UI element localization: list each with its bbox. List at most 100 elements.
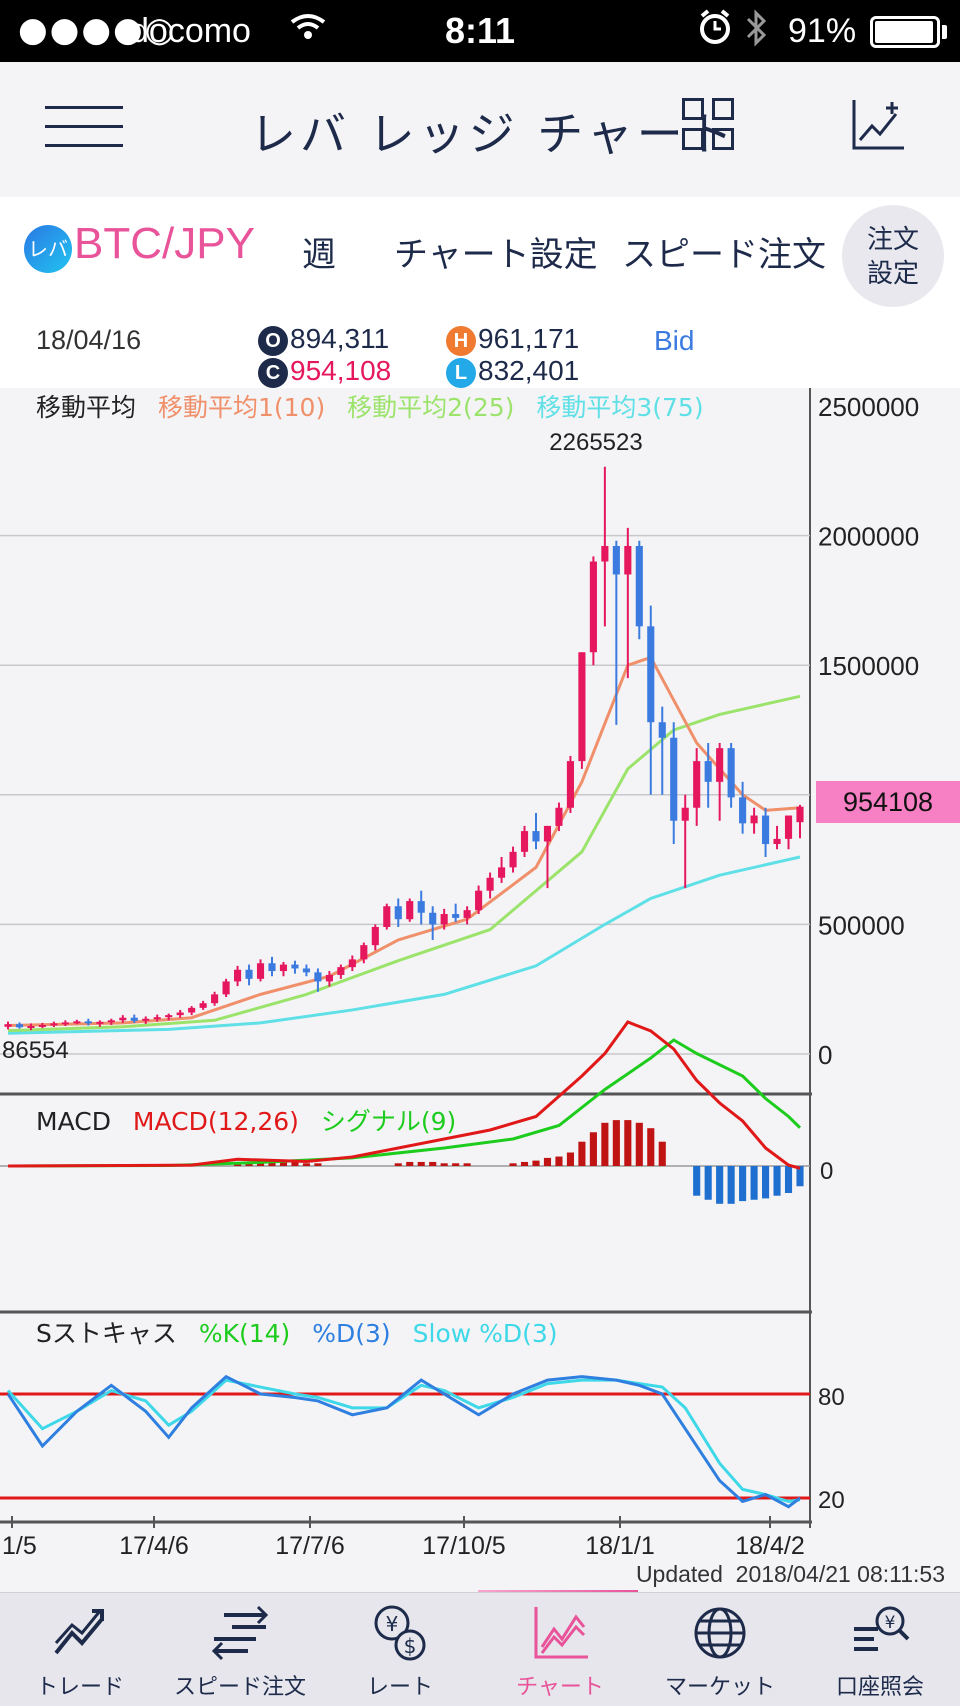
chart-area[interactable]: 25000002000000150000010000005000000 1/51… <box>0 388 960 1560</box>
candle-body <box>773 838 781 845</box>
macd-histogram-bar <box>463 1163 471 1166</box>
macd-histogram-bar <box>417 1161 425 1166</box>
min-price-label: 86554 <box>2 1037 69 1064</box>
candle-body <box>107 1020 115 1023</box>
candle-body <box>555 807 563 826</box>
candle-body <box>234 969 242 982</box>
currency-pair-selector[interactable]: BTC/JPY <box>74 219 255 268</box>
macd-histogram-bar <box>750 1166 758 1200</box>
candle-body <box>498 867 506 878</box>
price-y-ticks: 25000002000000150000010000005000000 <box>818 392 919 1070</box>
chart-canvas[interactable]: 25000002000000150000010000005000000 1/51… <box>0 388 960 1560</box>
tab-chart-label: チャート <box>516 1675 604 1700</box>
candle-body <box>50 1023 58 1026</box>
chart-add-icon[interactable] <box>850 96 906 154</box>
candle-body <box>337 967 345 975</box>
macd-histogram-bar <box>716 1166 724 1204</box>
macd-histogram-bar <box>555 1156 563 1166</box>
wifi-icon <box>288 8 328 57</box>
ma3-legend: 移動平均3(75) <box>536 393 704 422</box>
status-bar: ●●●●○ docomo 8:11 91% <box>0 0 960 62</box>
x-tick-label: 17/10/5 <box>422 1532 505 1560</box>
candle-body <box>61 1022 69 1025</box>
candle-body <box>693 761 701 808</box>
bluetooth-icon <box>744 8 770 57</box>
candle-body <box>84 1021 92 1024</box>
ma-legend: 移動平均 移動平均1(10) 移動平均2(25) 移動平均3(75) <box>36 388 718 424</box>
stoch-legend-title: Sストキャス <box>36 1319 177 1348</box>
tab-market[interactable]: マーケット <box>640 1593 800 1706</box>
current-price-label: 954108 <box>843 787 933 817</box>
macd-histogram-bar <box>601 1122 609 1166</box>
macd-histogram-bar <box>704 1166 712 1200</box>
tab-chart[interactable]: チャート <box>480 1593 640 1706</box>
page-title: レバ レッジ チャート <box>250 107 737 161</box>
macd-histogram-bar <box>406 1161 414 1166</box>
candle-body <box>245 969 253 979</box>
x-axis-labels: 1/5 17/4/6 17/7/6 17/10/5 18/1/1 18/4/2 <box>2 1516 805 1560</box>
candle-body <box>314 972 322 982</box>
x-tick-label: 1/5 <box>2 1532 37 1560</box>
carrier-name: docomo <box>130 12 251 50</box>
close-icon: C <box>258 357 288 388</box>
macd-histogram-bar <box>624 1120 632 1166</box>
macd-legend-title: MACD <box>36 1107 111 1136</box>
candle-body <box>417 901 425 913</box>
macd-plot <box>0 1020 810 1204</box>
trade-icon <box>54 1609 104 1655</box>
candle-body <box>27 1026 35 1029</box>
ma2-line <box>7 694 801 1033</box>
candle-body <box>452 914 460 918</box>
price-gridlines <box>0 534 810 1055</box>
signal-line-legend: シグナル(9) <box>320 1107 457 1136</box>
candle-body <box>762 815 770 845</box>
tab-speed-order-label: スピード注文 <box>173 1675 306 1700</box>
order-settings-button[interactable]: 注文 設定 <box>842 205 944 307</box>
candle-body <box>670 737 678 821</box>
macd-histogram-bar <box>612 1120 620 1166</box>
low-price: 832,401 <box>478 355 580 386</box>
open-value: O 894,311 <box>258 323 389 356</box>
macd-histogram-bar <box>739 1166 747 1202</box>
k-line <box>6 1374 801 1509</box>
low-icon: L <box>446 357 476 388</box>
tab-speed-order[interactable]: スピード注文 <box>160 1593 320 1706</box>
macd-histogram-bar <box>279 1161 288 1166</box>
d-legend: %D(3) <box>312 1319 391 1348</box>
candle-body <box>429 912 437 925</box>
open-icon: O <box>258 325 288 356</box>
account-search-icon: ¥ <box>854 1606 910 1651</box>
candle-body <box>15 1024 24 1028</box>
close-value: C 954,108 <box>258 355 391 388</box>
grid-icon[interactable] <box>682 98 736 152</box>
stoch-legend: Sストキャス %K(14) %D(3) Slow %D(3) <box>36 1314 572 1350</box>
candle-body <box>153 1017 161 1020</box>
battery-percent: 91% <box>788 12 857 50</box>
tab-account[interactable]: ¥ 口座照会 <box>800 1593 960 1706</box>
hamburger-icon[interactable] <box>45 106 123 156</box>
candle-body <box>96 1021 104 1024</box>
tab-trade[interactable]: トレード <box>0 1593 160 1706</box>
chart-settings-button[interactable]: チャート設定 <box>394 235 598 275</box>
speed-order-button[interactable]: スピード注文 <box>622 235 826 275</box>
macd-histogram-bar <box>291 1161 299 1166</box>
period-selector[interactable]: 週 <box>302 235 336 275</box>
battery-level-fill <box>875 21 934 43</box>
candle-body <box>704 761 712 782</box>
candle-body <box>371 926 379 946</box>
candle-body <box>716 748 724 782</box>
ma2-legend: 移動平均2(25) <box>347 393 515 422</box>
order-settings-label-1: 注文 <box>866 225 919 255</box>
macd-histogram-bar <box>589 1132 597 1166</box>
candle-body <box>589 561 597 653</box>
candle-body <box>658 722 666 738</box>
tab-rate[interactable]: ¥ $ レート <box>320 1593 480 1706</box>
candle-body <box>119 1017 127 1021</box>
ma1-line <box>7 655 801 1027</box>
candle-body <box>325 974 333 982</box>
app-header: レバ レッジ チャート <box>0 62 960 197</box>
candle-body <box>475 890 483 911</box>
x-tick-label: 18/4/2 <box>735 1532 805 1560</box>
max-price-label: 2265523 <box>549 429 642 456</box>
macd-histogram-bar <box>635 1122 643 1166</box>
